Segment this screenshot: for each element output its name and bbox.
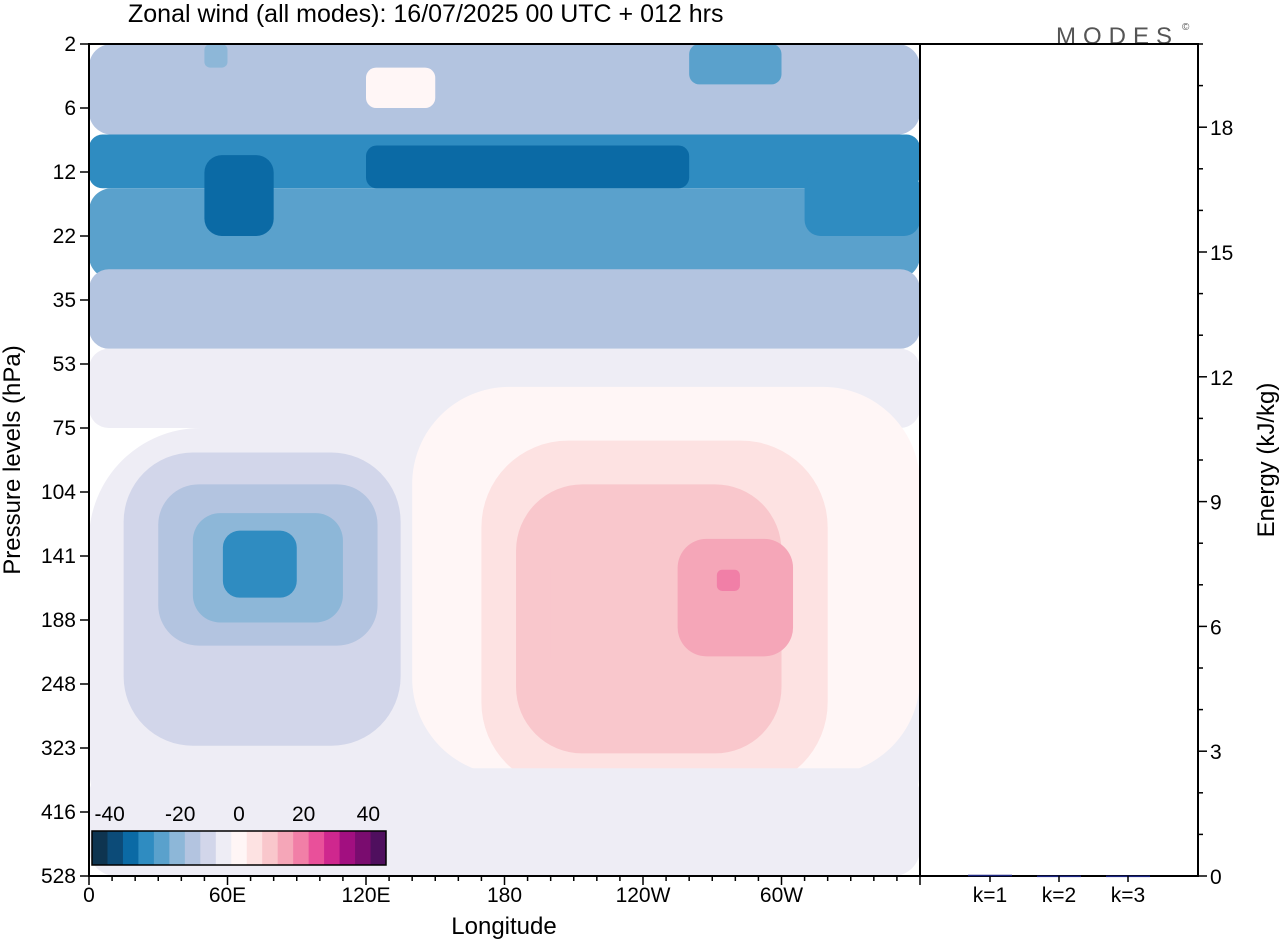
energy-tick-label: 9 — [1210, 492, 1222, 515]
heatmap-region — [366, 145, 690, 189]
colorbar-tick-label: 40 — [357, 803, 380, 826]
colorbar-swatch — [184, 831, 201, 865]
y-tick-label: 188 — [41, 609, 76, 632]
colorbar: -40 -20 0 20 40 — [91, 803, 387, 866]
heatmap-region — [804, 172, 920, 236]
y-tick-label: 12 — [53, 161, 76, 184]
energy-tick-label: 6 — [1210, 616, 1222, 639]
colorbar-swatch — [122, 831, 139, 865]
y-tick-label: 35 — [53, 289, 76, 312]
heatmap-region — [366, 67, 436, 108]
colorbar-tick-label: 0 — [233, 803, 245, 826]
energy-category-label: k=2 — [1042, 884, 1076, 907]
y-axis: 2 6 12 22 35 53 75 104 141 188 248 323 416 528 — [41, 33, 89, 888]
energy-axis: 0 3 6 9 12 15 18 — [1198, 43, 1233, 889]
heatmap-region — [204, 155, 274, 236]
energy-bars: k=1 k=2 k=3 — [968, 874, 1150, 907]
x-tick-label: 0 — [83, 884, 95, 907]
y-tick-label: 53 — [53, 353, 76, 376]
colorbar-tick-label: -40 — [94, 803, 124, 826]
heatmap-region — [89, 269, 920, 349]
energy-panel-frame — [919, 43, 1199, 877]
x-tick-label: 60E — [209, 884, 246, 907]
logo-mark: © — [1182, 22, 1190, 33]
heatmap-region — [89, 188, 920, 279]
energy-tick-label: 18 — [1210, 117, 1233, 140]
y-tick-label: 528 — [41, 865, 76, 888]
colorbar-swatch — [355, 831, 372, 865]
x-tick-label: 60W — [760, 884, 803, 907]
colorbar-swatch — [308, 831, 325, 865]
colorbar-swatch — [246, 831, 263, 865]
energy-tick-label: 3 — [1210, 741, 1222, 764]
y-tick-label: 2 — [64, 33, 76, 56]
y-tick-label: 416 — [41, 801, 76, 824]
x-axis: 0 60E 120E 180 120W 60W — [83, 876, 921, 907]
colorbar-swatch — [200, 831, 217, 865]
energy-axis-title: Energy (kJ/kg) — [1253, 383, 1280, 538]
colorbar-frame — [91, 830, 387, 866]
heatmap-region — [222, 530, 297, 598]
heatmap-region — [204, 44, 228, 68]
energy-tick-label: 12 — [1210, 367, 1233, 390]
colorbar-swatch — [231, 831, 248, 865]
energy-tick-label: 15 — [1210, 242, 1233, 265]
colorbar-swatch — [138, 831, 155, 865]
colorbar-swatch — [92, 831, 108, 865]
colorbar-swatch — [324, 831, 341, 865]
colorbar-swatch — [293, 831, 310, 865]
y-tick-label: 248 — [41, 673, 76, 696]
heatmap-field — [89, 44, 920, 876]
chart-title: Zonal wind (all modes): 16/07/2025 00 UT… — [128, 0, 723, 28]
colorbar-tick-label: -20 — [165, 803, 195, 826]
energy-tick-label: 0 — [1210, 866, 1222, 889]
y-tick-label: 141 — [41, 545, 76, 568]
y-tick-label: 75 — [53, 417, 76, 440]
colorbar-swatch — [153, 831, 170, 865]
heatmap-region — [716, 569, 740, 591]
colorbar-swatch — [370, 831, 387, 865]
y-tick-label: 104 — [41, 481, 76, 504]
colorbar-swatch — [277, 831, 294, 865]
energy-bar — [968, 874, 1012, 877]
y-axis-title: Pressure levels (hPa) — [0, 345, 26, 574]
colorbar-swatch — [169, 831, 186, 865]
x-tick-label: 120E — [341, 884, 390, 907]
colorbar-swatch — [107, 831, 124, 865]
heatmap-region — [677, 538, 794, 657]
energy-category-label: k=3 — [1111, 884, 1145, 907]
heatmap-region — [550, 538, 667, 686]
x-tick-label: 120W — [616, 884, 671, 907]
colorbar-swatch — [339, 831, 356, 865]
colorbar-swatch — [262, 831, 279, 865]
heatmap-region — [689, 44, 782, 85]
x-axis-title: Longitude — [451, 913, 556, 940]
y-tick-label: 22 — [53, 225, 76, 248]
y-tick-label: 323 — [41, 737, 76, 760]
colorbar-swatch — [215, 831, 232, 865]
x-tick-label: 180 — [487, 884, 522, 907]
y-tick-label: 6 — [64, 97, 76, 120]
energy-category-label: k=1 — [973, 884, 1007, 907]
colorbar-tick-label: 20 — [292, 803, 315, 826]
